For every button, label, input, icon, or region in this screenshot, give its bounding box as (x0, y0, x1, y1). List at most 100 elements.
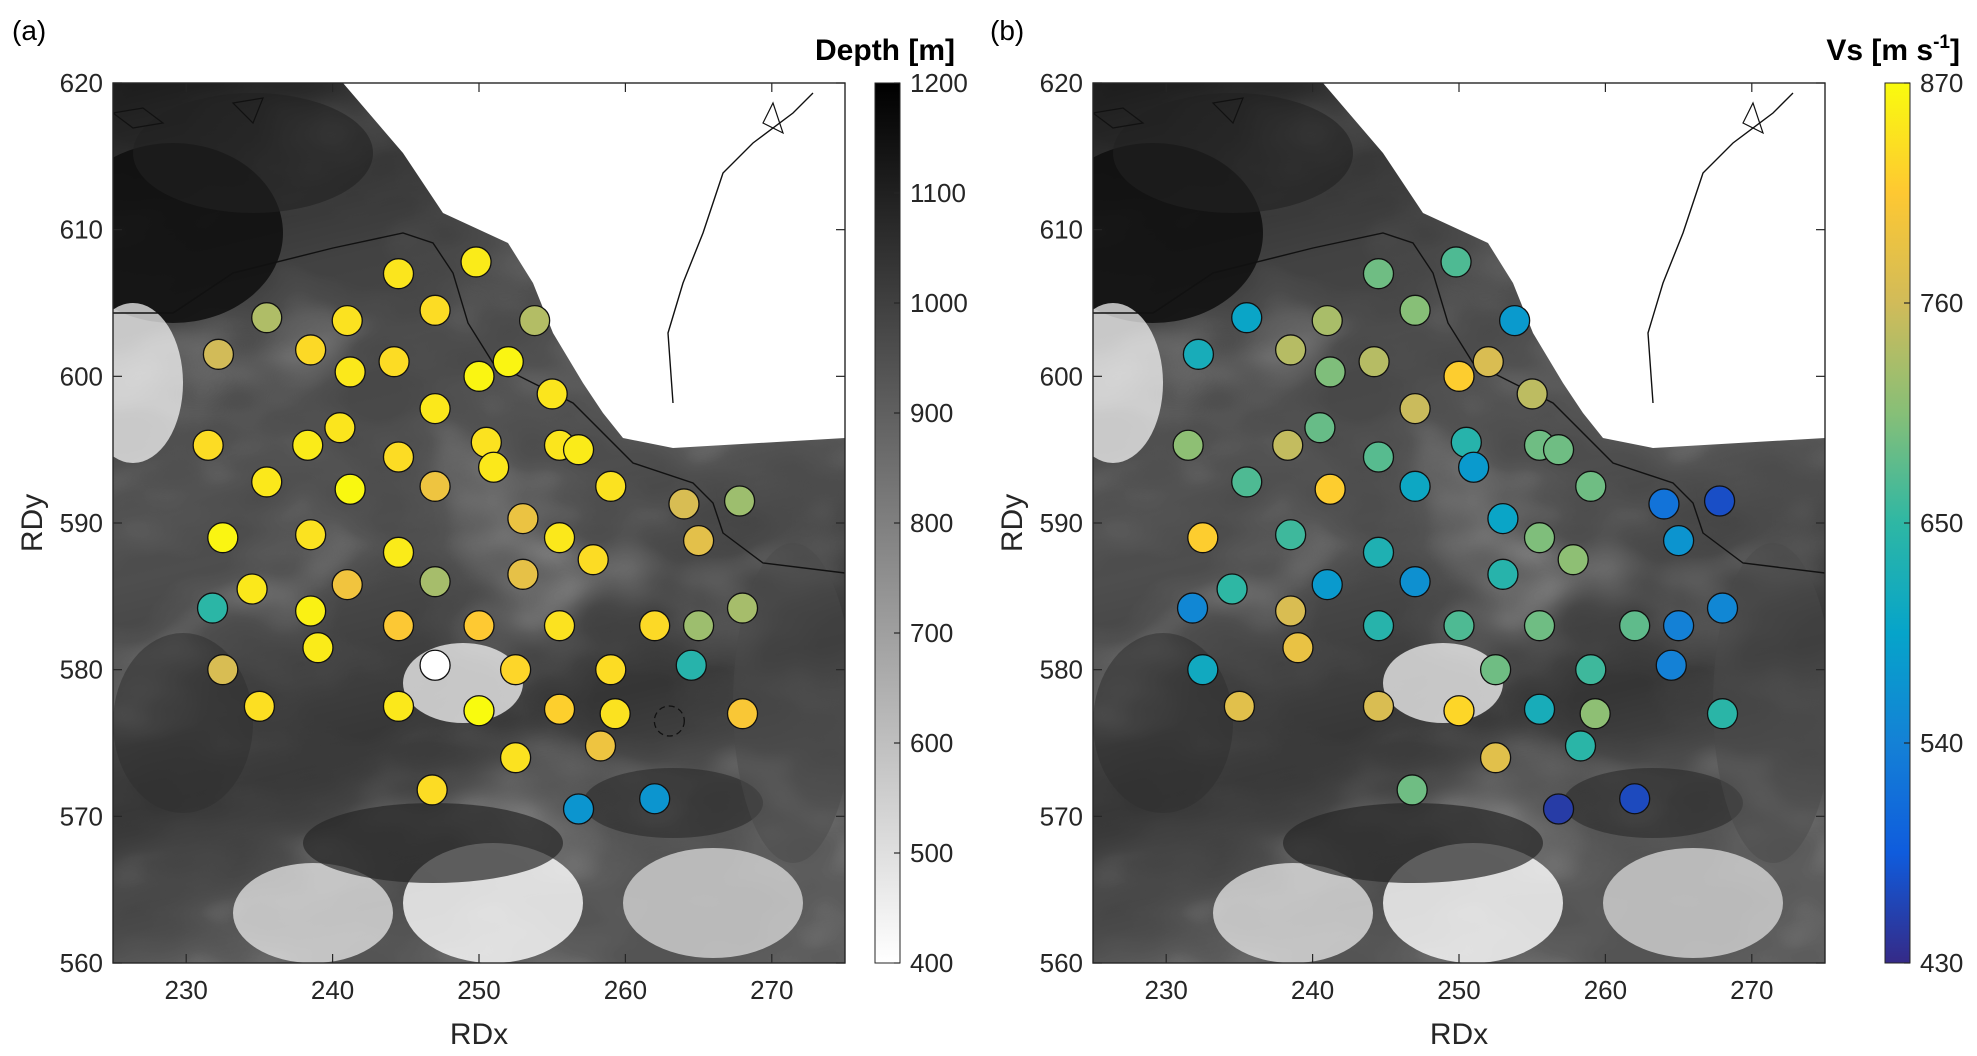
station-marker-b-10 (1443, 360, 1475, 392)
station-marker-b-31 (1557, 544, 1589, 576)
station-marker-a-27 (294, 519, 327, 551)
station-marker-a-23 (419, 470, 451, 502)
station-marker-b-28 (1362, 536, 1395, 568)
station-marker-b-46 (1706, 592, 1739, 624)
station-marker-b-20 (1542, 434, 1575, 466)
depth-map-b (1043, 83, 1833, 963)
station-marker-b-61 (1542, 793, 1575, 825)
station-marker-a-51 (675, 649, 707, 681)
colorbar-tick-label-b-3: 760 (1920, 288, 1963, 318)
station-marker-b-45 (1662, 610, 1695, 642)
x-tick-label-b-2: 250 (1437, 975, 1480, 1005)
station-marker-a-1 (202, 338, 235, 370)
station-marker-b-26 (1187, 522, 1219, 554)
station-marker-b-7 (1498, 304, 1531, 337)
y-tick-label-a-0: 560 (60, 948, 103, 978)
station-marker-b-47 (1187, 654, 1219, 686)
station-marker-b-16 (1399, 392, 1431, 425)
station-marker-a-56 (599, 698, 631, 730)
colorbar-ticks-b: 430 540 650 760 870 (1904, 68, 1963, 978)
station-marker-a-24 (477, 451, 510, 483)
station-marker-a-8 (334, 356, 366, 388)
station-marker-b-1 (1182, 338, 1215, 370)
station-marker-a-21 (251, 466, 283, 498)
station-marker-a-39 (419, 566, 451, 598)
y-tick-label-b-0: 560 (1040, 948, 1083, 978)
station-marker-b-2 (1274, 334, 1307, 366)
station-marker-a-52 (243, 690, 276, 722)
station-marker-b-8 (1314, 356, 1346, 388)
x-ticks-b: 230 240 250 260 270 (1145, 83, 1773, 1005)
station-marker-b-30 (1523, 522, 1556, 554)
station-marker-b-33 (1703, 485, 1736, 517)
station-marker-b-22 (1314, 473, 1346, 505)
y-axis-label-b: RDy (996, 494, 1029, 552)
station-marker-b-15 (1362, 441, 1395, 473)
y-tick-label-a-1: 570 (60, 801, 103, 831)
y-tick-label-b-2: 580 (1040, 655, 1083, 685)
y-ticks-b: 560 570 580 590 600 610 620 (1040, 68, 1825, 978)
x-tick-label-a-2: 250 (457, 975, 500, 1005)
station-marker-b-58 (1479, 742, 1512, 774)
station-marker-b-37 (1274, 595, 1307, 627)
station-marker-b-60 (1396, 774, 1428, 806)
station-marker-a-29 (507, 502, 539, 535)
station-marker-b-35 (1176, 592, 1209, 624)
colorbar-tick-label-b-1: 540 (1920, 728, 1963, 758)
station-marker-a-25 (595, 470, 627, 502)
station-marker-a-58 (499, 742, 532, 774)
station-marker-a-45 (682, 610, 715, 642)
station-marker-b-13 (1272, 429, 1304, 461)
panel-b: (b) 230 240 250 260 270 560 570 580 590 600 610 62… (990, 15, 1963, 1051)
station-marker-a-16 (419, 392, 451, 425)
station-marker-a-10 (463, 360, 495, 392)
colorbar-title-b-end: ] (1950, 34, 1960, 67)
station-marker-a-60 (416, 774, 448, 806)
station-marker-a-44 (639, 610, 671, 642)
station-marker-a-42 (463, 610, 495, 642)
colorbar-tick-label-a-5: 900 (910, 398, 953, 428)
x-tick-label-b-3: 260 (1584, 975, 1627, 1005)
station-marker-b-34 (1662, 524, 1695, 557)
station-marker-b-24 (1457, 451, 1490, 483)
x-tick-label-a-0: 230 (165, 975, 208, 1005)
station-marker-b-36 (1216, 573, 1248, 605)
station-marker-a-37 (294, 595, 327, 627)
station-marker-b-41 (1362, 610, 1395, 642)
panel-label-b: (b) (990, 15, 1024, 46)
y-tick-label-b-4: 600 (1040, 361, 1083, 391)
colorbar-tick-label-a-8: 1200 (910, 68, 968, 98)
station-marker-a-28 (382, 536, 415, 568)
station-marker-b-43 (1523, 610, 1556, 642)
station-marker-a-49 (499, 654, 532, 686)
colorbar-tick-label-b-4: 870 (1920, 68, 1963, 98)
station-marker-b-3 (1311, 304, 1343, 337)
station-marker-a-7 (518, 304, 551, 337)
colorbar-title-b-sup: -1 (1933, 32, 1950, 53)
colorbar-tick-label-a-0: 400 (910, 948, 953, 978)
station-marker-b-21 (1231, 466, 1263, 498)
y-tick-label-b-3: 590 (1040, 508, 1083, 538)
colorbar-tick-label-a-3: 700 (910, 618, 953, 648)
station-marker-b-55 (1523, 693, 1556, 725)
station-marker-a-46 (726, 592, 759, 624)
station-marker-a-54 (463, 695, 495, 727)
station-marker-a-53 (382, 690, 415, 722)
station-marker-b-56 (1579, 698, 1611, 730)
station-marker-a-61 (562, 793, 595, 825)
colorbar-title-b-main: Vs [m s (1826, 34, 1933, 67)
station-marker-a-41 (382, 610, 415, 642)
station-marker-b-12 (1172, 429, 1204, 461)
station-marker-b-5 (1399, 294, 1431, 326)
y-tick-label-a-5: 610 (60, 215, 103, 245)
station-marker-a-2 (294, 334, 327, 366)
station-marker-a-15 (382, 441, 415, 473)
colorbar-ticks-a: 400 500 600 700 800 900 1000 1100 1200 (894, 68, 968, 978)
station-marker-b-25 (1575, 470, 1607, 502)
station-marker-b-51 (1655, 649, 1687, 681)
x-tick-label-a-1: 240 (311, 975, 354, 1005)
station-marker-b-62 (1619, 783, 1651, 815)
station-marker-a-50 (595, 654, 627, 686)
colorbar-title-b: Vs [m s-1] (1826, 32, 1960, 67)
